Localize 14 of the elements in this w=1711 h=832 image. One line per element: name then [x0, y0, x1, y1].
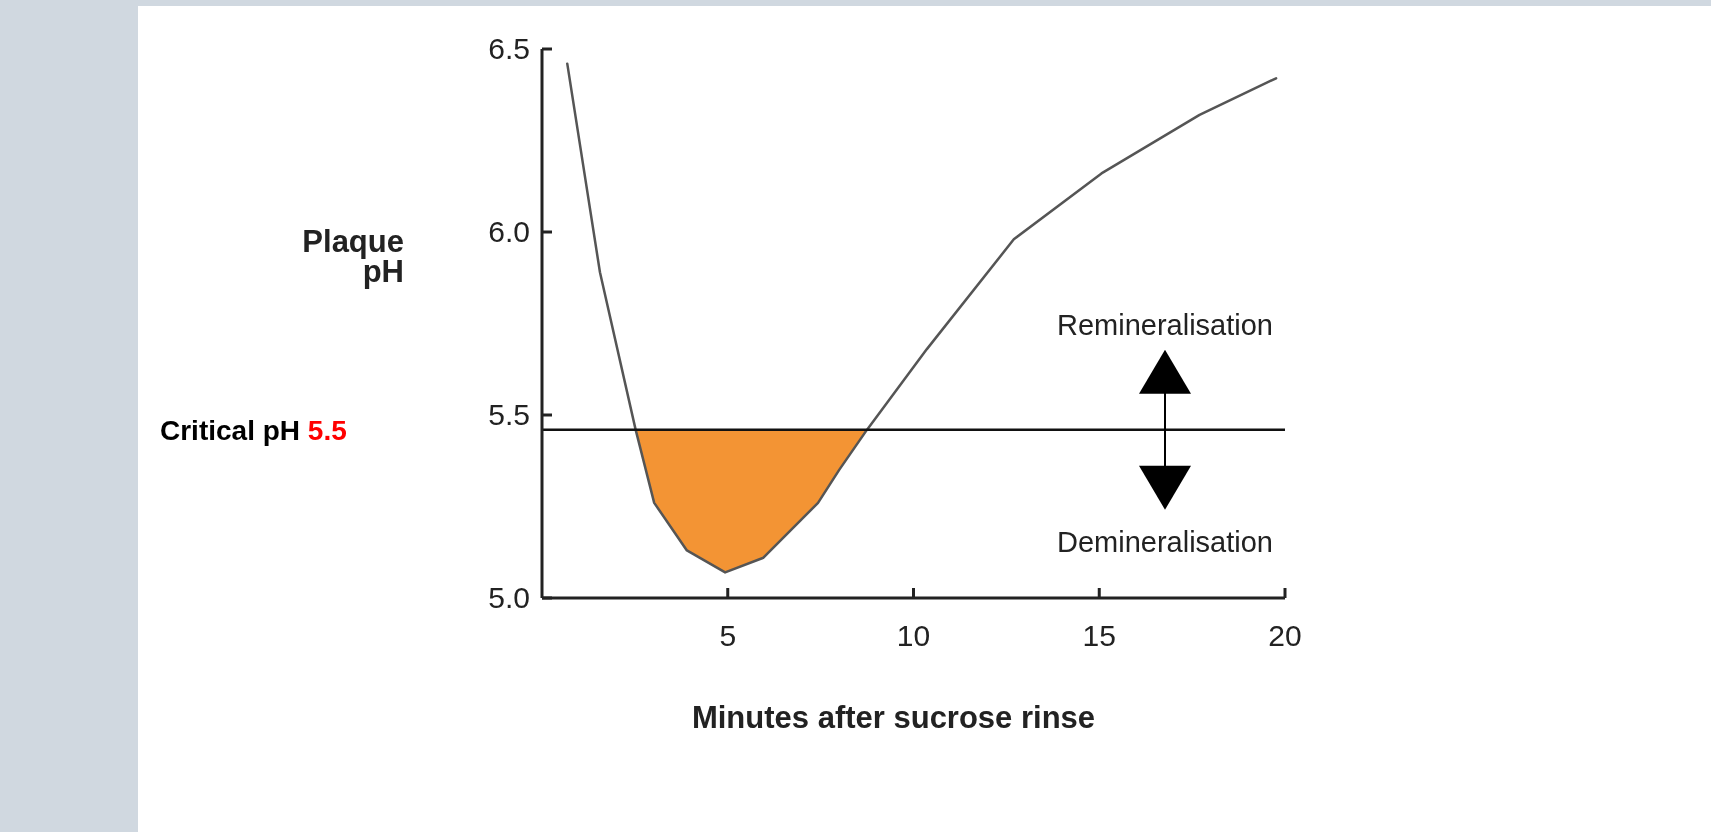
- y-tick-label: 5.0: [488, 581, 530, 614]
- x-tick-label: 20: [1268, 619, 1302, 652]
- x-tick-label: 15: [1082, 619, 1116, 652]
- y-axis-title: Plaque pH: [302, 223, 404, 289]
- x-tick-label: 10: [896, 619, 931, 652]
- line-series: [566, 62, 1278, 574]
- y-tick-label: 6.5: [488, 32, 530, 65]
- y-tick-label: 5.5: [488, 398, 530, 431]
- annotation: Remineralisation: [1057, 308, 1273, 341]
- annotation: Demineralisation: [1057, 525, 1273, 558]
- y-tick-label: 6.0: [488, 215, 530, 248]
- x-axis-title: Minutes after sucrose rinse: [691, 700, 1096, 735]
- ref-line-label: Critical pH 5.5: [160, 414, 347, 446]
- x-tick-label: 5: [719, 619, 737, 652]
